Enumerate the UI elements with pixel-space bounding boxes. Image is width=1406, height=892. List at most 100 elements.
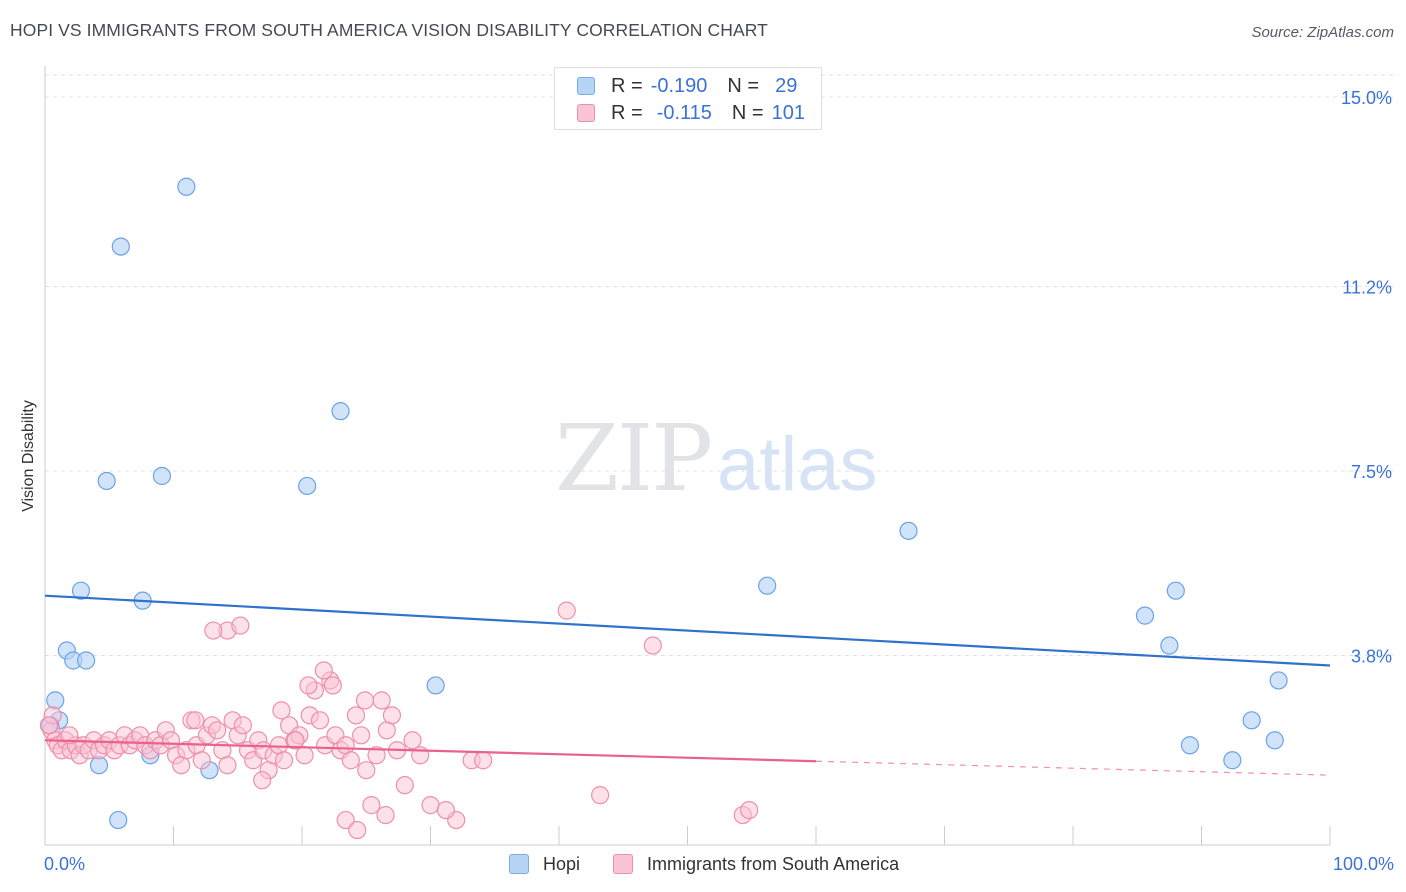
legend-row-south-america: R = -0.115 N = 101 [577,100,805,126]
hopi-point-22 [1265,731,1284,750]
hopi-point-6 [899,521,918,540]
hopi-point-5 [298,476,317,496]
south-america-point-74 [231,616,250,635]
legend-n-value: 101 [771,101,805,124]
trend-lines [44,594,1331,776]
legend-r-label: R = [611,101,643,124]
hopi-point-23 [1180,736,1200,755]
south-america-point-98 [272,701,291,720]
series-south-america-points [39,601,759,840]
series-legend-label-south-america: Immigrants from South America [647,853,900,874]
legend-swatch-hopi [577,77,595,95]
south-america-point-79 [355,691,375,710]
y-tick-labels: 3.8% 7.5% 11.2% 15.0% [1341,88,1392,667]
hopi-point-16 [426,676,445,695]
south-america-point-70 [395,776,414,795]
south-america-point-81 [336,810,355,830]
y-tick-label-0: 3.8% [1351,647,1392,667]
south-america-point-82 [348,820,367,840]
south-america-point-39 [233,716,252,735]
hopi-point-0 [177,177,196,196]
hopi-point-12 [1160,636,1179,655]
watermark-atlas: atlas [717,422,878,507]
y-tick-label-2: 11.2% [1342,277,1392,297]
south-america-point-89 [557,601,576,620]
south-america-point-95 [39,716,58,735]
south-america-point-63 [357,761,376,780]
hopi-point-2 [331,402,350,421]
axes [44,66,1331,846]
y-tick-label-3: 15.0% [1341,88,1392,108]
series-legend-south-america[interactable]: Immigrants from South America [613,851,899,877]
south-america-point-96 [60,726,79,745]
legend-n-value: 29 [775,74,798,97]
legend-n-label: N = [727,74,760,97]
south-america-point-66 [372,691,391,710]
hopi-point-18 [46,691,65,710]
south-america-point-47 [274,751,294,770]
south-america-point-36 [218,756,237,775]
x-tick-label-start: 0.0% [44,854,85,874]
hopi-point-28 [109,810,128,830]
grid-lines [45,74,1395,657]
series-legend-swatch-hopi [509,854,529,874]
south-america-point-51 [295,746,314,765]
hopi-point-17 [1269,671,1288,690]
south-america-point-91 [591,786,610,805]
hopi-point-4 [152,466,172,486]
series-legend: Hopi Immigrants from South America [0,851,1406,877]
x-tick-label-end: 100.0% [1333,854,1394,874]
chart-title: HOPI VS IMMIGRANTS FROM SOUTH AMERICA VI… [10,20,768,40]
trend-line-extension-south-america [815,760,1331,776]
south-america-point-75 [204,621,223,640]
south-america-point-65 [367,746,386,765]
south-america-point-61 [346,706,366,725]
hopi-point-20 [1242,711,1261,730]
south-america-point-31 [192,751,211,770]
legend-n-label: N = [731,101,764,124]
hopi-point-3 [97,471,116,491]
y-axis-label: Vision Disability [20,400,37,512]
south-america-point-77 [323,676,342,695]
south-america-point-62 [352,726,371,745]
south-america-point-76 [314,661,333,680]
south-america-point-86 [436,800,456,820]
hopi-point-11 [1135,606,1155,625]
legend-row-hopi: R = -0.190 N = 29 [577,73,797,99]
legend-swatch-south-america [577,104,595,122]
hopi-point-24 [1223,751,1242,770]
south-america-point-64 [362,796,381,815]
south-america-point-80 [186,711,205,730]
correlation-legend: R = -0.190 N = 29 R = -0.115 N = 101 [554,67,822,130]
south-america-point-93 [740,800,759,820]
south-america-point-68 [382,706,402,725]
series-legend-label-hopi: Hopi [543,853,581,874]
hopi-point-1 [111,237,130,256]
south-america-point-60 [341,751,360,770]
x-tick-labels: 0.0% 100.0% [44,854,1394,874]
south-america-point-34 [208,721,227,740]
legend-r-label: R = [611,74,643,97]
south-america-point-90 [643,636,662,655]
series-legend-hopi[interactable]: Hopi [509,851,580,877]
legend-r-value: -0.190 [650,74,708,97]
watermark: ZIP atlas [555,405,878,512]
south-america-point-83 [376,805,395,825]
hopi-point-7 [71,581,91,600]
south-america-point-84 [421,796,440,815]
trend-line-south-america [44,739,817,763]
y-tick-label-1: 7.5% [1351,462,1392,482]
hopi-point-10 [1166,581,1185,600]
watermark-zip: ZIP [555,405,711,512]
south-america-point-99 [253,771,272,790]
hopi-point-15 [77,651,96,670]
south-america-point-54 [310,711,330,730]
south-america-point-88 [474,751,493,770]
trend-line-hopi [44,594,1331,667]
south-america-point-78 [299,676,318,695]
legend-r-value: -0.115 [656,101,712,124]
south-america-point-71 [403,731,422,750]
source-credit: Source: ZipAtlas.com [1251,24,1394,41]
hopi-point-9 [758,576,777,595]
